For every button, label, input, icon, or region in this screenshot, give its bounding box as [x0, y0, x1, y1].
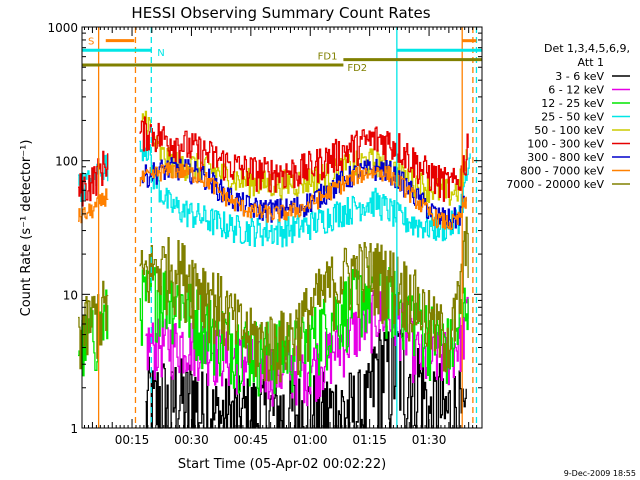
legend-label-100-300-kev: 100 - 300 keV [527, 138, 604, 151]
series-layer [78, 110, 471, 429]
y-tick-label-1: 1 [70, 422, 78, 436]
axes-layer: 1 10 100 1000 00:15 00:30 00:45 01:00 01:15 01:30 [47, 21, 482, 447]
x-tick-label-00-30: 00:30 [174, 433, 209, 447]
series-line-800-7000-kev [78, 162, 467, 231]
x-tick-label-00-15: 00:15 [115, 433, 150, 447]
markers-layer: S N FD1 FD2 [82, 27, 482, 428]
legend-label-25-50-kev: 25 - 50 keV [541, 111, 604, 124]
x-axis-label: Start Time (05-Apr-02 00:02:22) [178, 457, 386, 472]
region-label-s: S [88, 37, 94, 48]
legend-label-800-7000-kev: 800 - 7000 keV [520, 165, 604, 178]
y-tick-label-10: 10 [63, 288, 78, 302]
chart-title: HESSI Observing Summary Count Rates [131, 4, 430, 22]
legend-label-12-25-kev: 12 - 25 keV [541, 97, 604, 110]
y-tick-label-1000: 1000 [47, 21, 78, 35]
x-tick-label-00-45: 00:45 [234, 433, 269, 447]
region-label-fd2: FD2 [347, 63, 367, 74]
region-label-n: N [157, 48, 164, 59]
legend-header-line-1: Det 1,3,4,5,6,9, [544, 42, 630, 55]
legend-label-300-800-kev: 300 - 800 keV [527, 151, 604, 164]
x-tick-label-01-00: 01:00 [293, 433, 328, 447]
footer-timestamp: 9-Dec-2009 18:55 [564, 469, 636, 478]
region-label-fd1: FD1 [318, 52, 338, 63]
legend-label-6-12-kev: 6 - 12 keV [548, 84, 604, 97]
series-line-12-25-kev [78, 264, 469, 397]
legend-label-50-100-kev: 50 - 100 keV [534, 124, 604, 137]
series-line-7000-20000-kev [78, 216, 469, 385]
x-tick-label-01-15: 01:15 [352, 433, 387, 447]
y-axis-label: Count Rate (s⁻¹ detector⁻¹) [19, 140, 34, 317]
legend-label-3-6-kev: 3 - 6 keV [555, 70, 604, 83]
legend-header-line-2: Att 1 [578, 56, 604, 69]
x-tick-label-01-30: 01:30 [412, 433, 447, 447]
legend-label-7000-20000-kev: 7000 - 20000 keV [506, 178, 604, 191]
plot-frame [81, 26, 483, 429]
y-tick-label-100: 100 [55, 155, 78, 169]
